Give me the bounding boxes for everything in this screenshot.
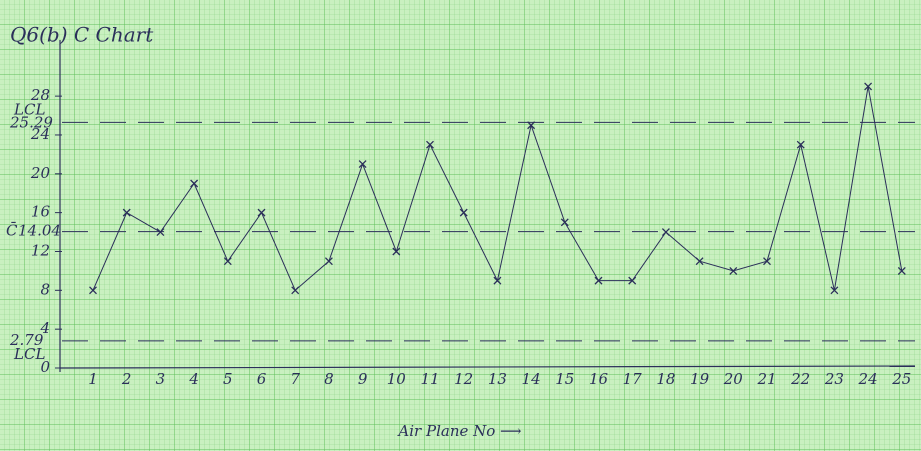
page: Q6(b) C Chart Air Plane No ⟶ 04812162024… — [0, 0, 921, 451]
x-axis-label: Air Plane No ⟶ — [396, 422, 521, 440]
x-tick-label: 1 — [88, 370, 98, 388]
x-tick-label: 13 — [488, 370, 507, 388]
control-line-value: 25.29 — [9, 113, 53, 131]
x-tick-label: 9 — [358, 370, 368, 388]
y-tick-label: 12 — [31, 241, 50, 259]
x-tick-label: 5 — [223, 370, 233, 388]
control-line-value: 2.79 — [9, 331, 44, 349]
x-tick-label: 15 — [555, 370, 574, 388]
x-tick-label: 8 — [324, 370, 334, 388]
control-line-value: 14.04 — [18, 222, 61, 240]
control-line-name: C̄ — [6, 222, 18, 240]
x-tick-label: 20 — [723, 370, 744, 388]
y-tick-label: 20 — [30, 164, 51, 182]
y-tick-label: 16 — [31, 203, 51, 221]
x-tick-label: 12 — [454, 370, 473, 388]
y-tick-label: 8 — [40, 280, 50, 298]
x-tick-label: 22 — [790, 370, 810, 388]
x-tick-label: 24 — [858, 370, 878, 388]
x-tick-label: 19 — [690, 370, 710, 388]
x-tick-label: 18 — [656, 370, 675, 388]
x-tick-label: 23 — [824, 370, 844, 388]
x-tick-label: 21 — [756, 370, 776, 388]
x-tick-label: 6 — [257, 370, 267, 388]
x-tick-label: 4 — [188, 370, 199, 388]
x-tick-label: 3 — [156, 370, 166, 388]
x-tick-label: 10 — [387, 370, 407, 388]
x-tick-label: 14 — [522, 370, 541, 388]
x-tick-label: 2 — [121, 370, 132, 388]
x-tick-label: 7 — [290, 370, 300, 388]
x-tick-label: 11 — [420, 370, 439, 388]
chart-title: Q6(b) C Chart — [10, 23, 154, 47]
x-tick-label: 16 — [589, 370, 609, 388]
x-tick-label: 17 — [623, 370, 643, 388]
x-tick-label: 25 — [891, 370, 911, 388]
chart: Q6(b) C Chart Air Plane No ⟶ 04812162024… — [0, 0, 921, 451]
